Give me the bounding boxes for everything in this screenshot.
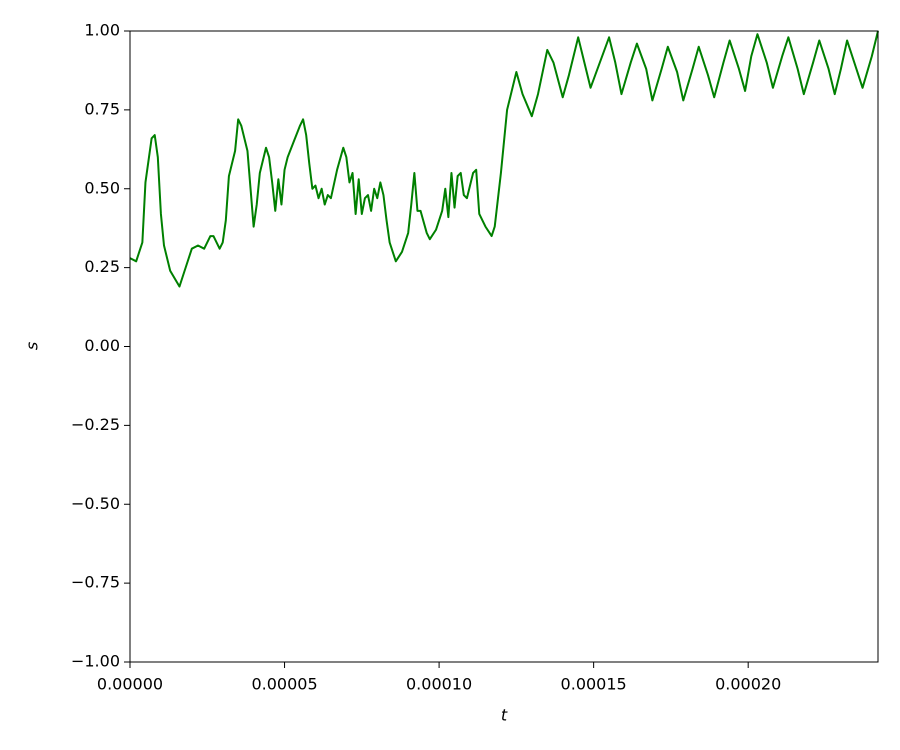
y-tick-label: −0.75 [71,573,120,592]
plot-frame [129,30,879,663]
y-tick-label: 1.00 [84,21,120,40]
y-tick-label: −0.50 [71,494,120,513]
y-tick-label: 0.50 [84,178,120,197]
x-axis-label: t [501,706,508,725]
y-tick-label: 0.25 [84,257,120,276]
x-tick-label: 0.00015 [561,675,627,694]
y-tick-label: −0.25 [71,415,120,434]
y-tick-label: −1.00 [71,652,120,671]
y-axis-label: s [23,342,42,350]
x-tick-label: 0.00010 [406,675,472,694]
y-tick-label: 0.00 [84,336,120,355]
x-tick-label: 0.00000 [97,675,163,694]
x-tick-label: 0.00020 [715,675,781,694]
y-tick-label: 0.75 [84,99,120,118]
x-tick-label: 0.00005 [251,675,317,694]
line-series [129,30,879,288]
